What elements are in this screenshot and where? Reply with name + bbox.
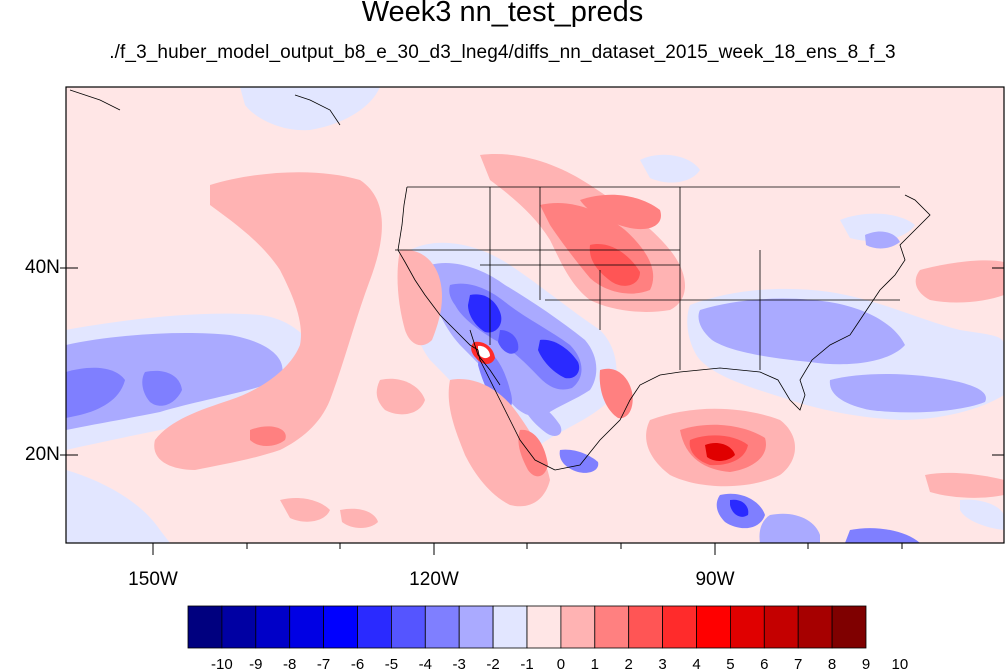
colorbar-label: -7 xyxy=(317,656,330,672)
colorbar-label: -9 xyxy=(249,656,262,672)
colorbar-swatch xyxy=(831,605,867,649)
y-tick-label-20n: 20N xyxy=(25,444,60,465)
colorbar-label: 2 xyxy=(625,656,633,672)
colorbar-label: -3 xyxy=(453,656,466,672)
colorbar-swatch xyxy=(696,605,731,649)
x-tick-label-120w: 120W xyxy=(409,569,459,590)
colorbar-label: -10 xyxy=(211,656,233,672)
colorbar-label: 3 xyxy=(658,656,666,672)
colorbar-swatch xyxy=(458,605,494,649)
colorbar-label: 4 xyxy=(692,656,700,672)
colorbar-swatch xyxy=(594,605,630,649)
colorbar-swatch xyxy=(560,605,596,649)
colorbar-label: 9 xyxy=(862,656,870,672)
colorbar-swatch xyxy=(526,605,562,649)
colorbar-label: 6 xyxy=(760,656,768,672)
colorbar-swatch xyxy=(255,605,291,649)
map-frame xyxy=(65,86,1005,544)
map-title: Week3 nn_test_preds xyxy=(361,0,644,28)
colorbar-label: -6 xyxy=(351,656,364,672)
colorbar-label: 1 xyxy=(591,656,599,672)
colorbar-label: -1 xyxy=(520,656,533,672)
colorbar-swatch xyxy=(357,605,392,649)
colorbar-swatch xyxy=(730,605,765,649)
colorbar-label: 8 xyxy=(828,656,836,672)
colorbar-label: 10 xyxy=(892,656,909,672)
colorbar-swatch xyxy=(424,605,460,649)
colorbar-label: -4 xyxy=(419,656,432,672)
colorbar-swatch xyxy=(492,605,528,649)
colorbar-label: 0 xyxy=(557,656,565,672)
colorbar-swatch xyxy=(797,605,833,649)
axis-ticks xyxy=(60,267,903,555)
map-subtitle: ./f_3_huber_model_output_b8_e_30_d3_lneg… xyxy=(109,42,896,63)
colorbar-swatch xyxy=(289,605,325,649)
colorbar-label: 7 xyxy=(794,656,802,672)
colorbar-swatch xyxy=(662,605,697,649)
positive-anomaly-regions xyxy=(154,154,1004,528)
x-tick-label-150w: 150W xyxy=(128,569,178,590)
colorbar-label: -5 xyxy=(385,656,398,672)
coastlines xyxy=(69,89,931,471)
x-tick-label-90w: 90W xyxy=(695,569,735,590)
colorbar-swatch xyxy=(763,605,799,649)
map-frame-ticks xyxy=(66,267,1004,456)
colorbar-label: -2 xyxy=(486,656,499,672)
colorbar-swatch xyxy=(390,605,426,649)
colorbar-label: 5 xyxy=(726,656,734,672)
colorbar-label: -8 xyxy=(283,656,296,672)
colorbar-swatch xyxy=(323,605,358,649)
colorbar-swatch xyxy=(187,605,223,649)
colorbar-swatch xyxy=(221,605,257,649)
negative-anomaly-regions xyxy=(66,87,1004,543)
colorbar-swatch xyxy=(628,605,664,649)
y-tick-label-40n: 40N xyxy=(25,257,60,278)
